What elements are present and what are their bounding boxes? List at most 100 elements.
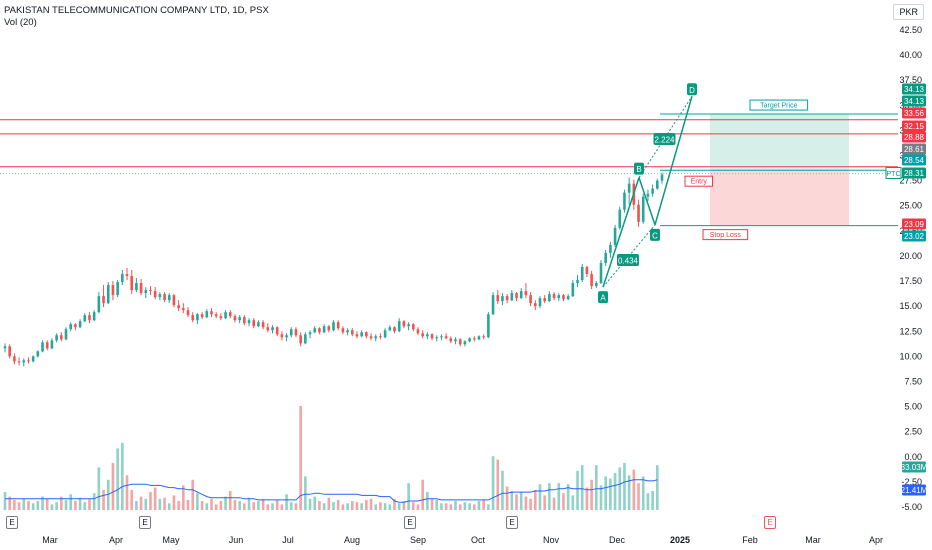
price-axis-tag[interactable]: 28.61 [902, 143, 926, 155]
candle-body [289, 329, 293, 336]
volume-bar [299, 405, 302, 510]
currency-label[interactable]: PKR [893, 4, 924, 20]
volume-bar [529, 498, 532, 510]
pattern-leg-cd[interactable] [654, 96, 693, 226]
candle-body [41, 342, 44, 352]
pattern-point-a[interactable]: A [598, 291, 608, 304]
candle-body [153, 291, 157, 298]
volume-bar [524, 496, 528, 510]
candle-body [210, 311, 213, 315]
symbol-tag[interactable]: PTC [885, 167, 902, 179]
candle [130, 270, 134, 295]
price-axis-tag[interactable]: 33.56 [902, 107, 926, 119]
candle-body [496, 295, 500, 302]
candle-body [458, 339, 462, 345]
stop-loss-zone[interactable] [710, 170, 849, 226]
stop-loss-label[interactable]: Stop Loss [702, 229, 749, 241]
candle-body [27, 360, 30, 362]
volume-indicator-label[interactable]: Vol (20) [4, 17, 37, 28]
price-axis-label: -2.50 [901, 477, 922, 487]
pattern-point-b[interactable]: B [634, 162, 644, 175]
candle [3, 343, 7, 353]
candle [571, 280, 575, 298]
candle [350, 328, 354, 337]
candle-body [656, 180, 659, 189]
candle [496, 290, 500, 305]
candle [440, 334, 443, 341]
candle-body [106, 285, 110, 304]
volume-bar [50, 504, 54, 510]
volume-bar [656, 465, 659, 510]
volume-bar [214, 504, 218, 510]
candle [60, 332, 63, 342]
ratio-value: 2.224 [654, 135, 675, 144]
pattern-ratio-label[interactable]: 2.224 [653, 132, 676, 145]
pattern-point-d[interactable]: D [687, 83, 697, 96]
candle-body [186, 310, 190, 316]
volume-bar [172, 495, 176, 510]
pattern-point-c[interactable]: C [650, 228, 660, 241]
volume-bar [426, 492, 429, 510]
price-axis-tag[interactable]: 23.02 [902, 230, 926, 242]
pattern-leg-bc[interactable] [638, 177, 656, 226]
target-price-label[interactable]: Target Price [749, 99, 809, 111]
pattern-point-badge [634, 162, 644, 175]
earnings-event-marker[interactable]: E [139, 516, 151, 529]
candle [618, 206, 622, 230]
candle-body [388, 327, 392, 331]
candle [487, 312, 490, 339]
candle [135, 278, 138, 293]
price-axis-tag[interactable]: 34.13 [902, 95, 926, 107]
candle [336, 320, 340, 331]
earnings-event-marker[interactable]: E [506, 516, 518, 529]
candle [210, 308, 213, 318]
price-axis-tag[interactable]: 21.41M [901, 484, 928, 496]
candle [261, 320, 265, 330]
earnings-event-marker-upcoming[interactable]: E [764, 516, 776, 529]
time-axis-label: Dec [609, 535, 626, 545]
price-axis-tag[interactable]: 33.03M [901, 461, 928, 473]
candle-body [97, 296, 101, 313]
candle [435, 335, 439, 342]
time-axis-label: Feb [742, 535, 758, 545]
entry-label[interactable]: Entry [684, 175, 713, 187]
price-axis-tag[interactable]: 34.13 [902, 83, 926, 95]
price-tag-text: 34.13 [904, 97, 925, 106]
candle-body [374, 336, 378, 339]
target-zone[interactable] [710, 114, 849, 171]
pattern-leg-ab[interactable] [602, 177, 640, 288]
candle [285, 333, 288, 342]
volume-bar [346, 503, 349, 510]
candle [510, 290, 514, 302]
volume-bar [266, 504, 270, 510]
price-tag-text: 28.88 [904, 133, 925, 142]
candle [318, 327, 321, 335]
candle-body [50, 340, 54, 349]
candle [613, 224, 617, 247]
candle [158, 292, 162, 301]
price-axis-label: 15.00 [899, 301, 922, 311]
price-axis-tag[interactable]: 28.54 [902, 154, 926, 166]
target-price-label-box [749, 99, 809, 111]
candle-body [299, 335, 302, 344]
candle-body [548, 294, 551, 302]
volume-bar [177, 501, 180, 510]
pattern-ratio-label[interactable]: 0.434 [617, 253, 639, 266]
earnings-event-marker[interactable]: E [404, 516, 416, 529]
candle [463, 340, 467, 347]
volume-bar [64, 499, 68, 510]
stop-loss-label-box [702, 229, 749, 241]
volume-bar [144, 498, 148, 510]
price-axis-tag[interactable]: 32.15 [902, 120, 926, 132]
volume-bar [613, 473, 617, 510]
candle-body [604, 252, 607, 263]
earnings-event-marker[interactable]: E [6, 516, 18, 529]
candle-body [45, 342, 49, 349]
candle [501, 293, 504, 306]
volume-bar [651, 490, 654, 510]
price-axis-tag[interactable]: 28.88 [902, 131, 926, 143]
price-axis-tag[interactable]: 28.31 [902, 167, 926, 179]
price-axis-tag[interactable]: 23.09 [902, 218, 926, 230]
time-axis-label: Nov [543, 535, 560, 545]
